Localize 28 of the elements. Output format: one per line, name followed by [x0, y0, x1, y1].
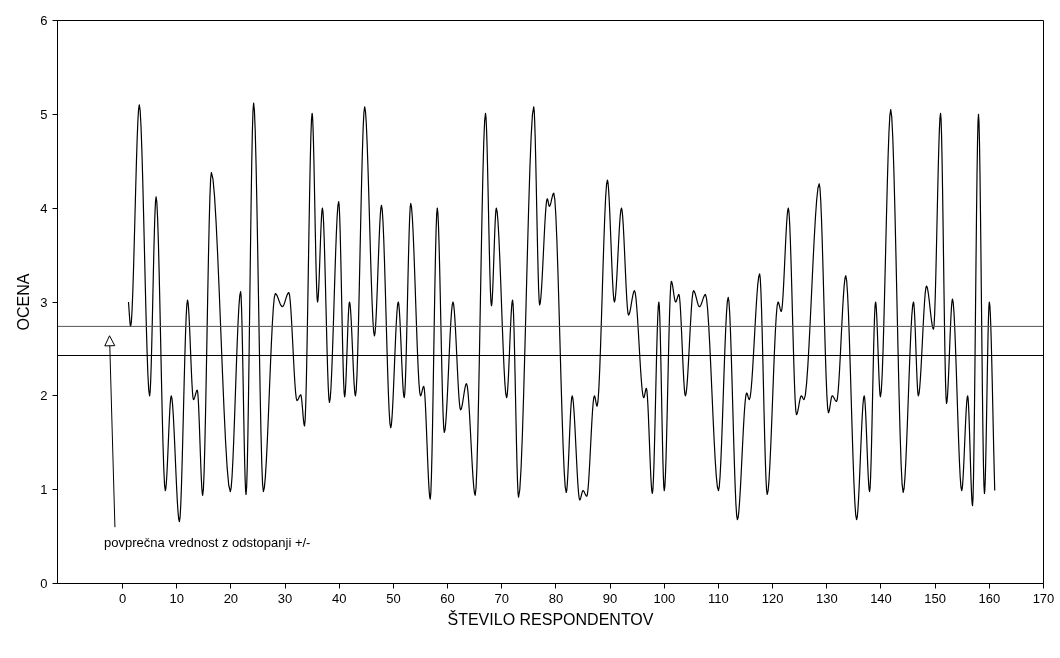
x-tick-label: 100	[653, 590, 676, 606]
x-axis-title: ŠTEVILO RESPONDENTOV	[447, 609, 654, 628]
x-tick-label: 170	[1032, 590, 1055, 606]
y-tick-label: 2	[40, 388, 48, 404]
x-tick-label: 40	[331, 590, 347, 606]
y-tick-label: 3	[40, 294, 48, 310]
x-tick-label: 50	[386, 590, 401, 606]
y-tick-label: 6	[40, 13, 48, 28]
y-tick-label: 5	[40, 106, 48, 122]
y-tick-label: 1	[40, 482, 48, 498]
x-tick-label: 90	[602, 590, 618, 606]
x-tick-label: 80	[548, 590, 564, 606]
x-tick-label: 60	[440, 590, 455, 606]
y-tick-label: 0	[40, 576, 48, 591]
x-tick-label: 160	[978, 590, 1001, 606]
y-tick-label: 4	[40, 200, 48, 216]
x-tick-label: 130	[815, 590, 838, 606]
y-axis-title: OCENA	[15, 273, 33, 331]
x-tick-label: 20	[223, 590, 239, 606]
x-tick-label: 30	[277, 590, 293, 606]
x-tick-label: 0	[118, 590, 127, 606]
x-tick-label: 10	[169, 590, 184, 606]
x-tick-label: 70	[494, 590, 509, 606]
x-tick-label: 110	[708, 590, 729, 606]
x-tick-label: 140	[870, 590, 892, 606]
annotation: povprečna vrednost z odstopanji +/-	[104, 535, 311, 551]
x-tick-label: 120	[761, 590, 784, 606]
x-tick-label: 150	[924, 590, 947, 606]
